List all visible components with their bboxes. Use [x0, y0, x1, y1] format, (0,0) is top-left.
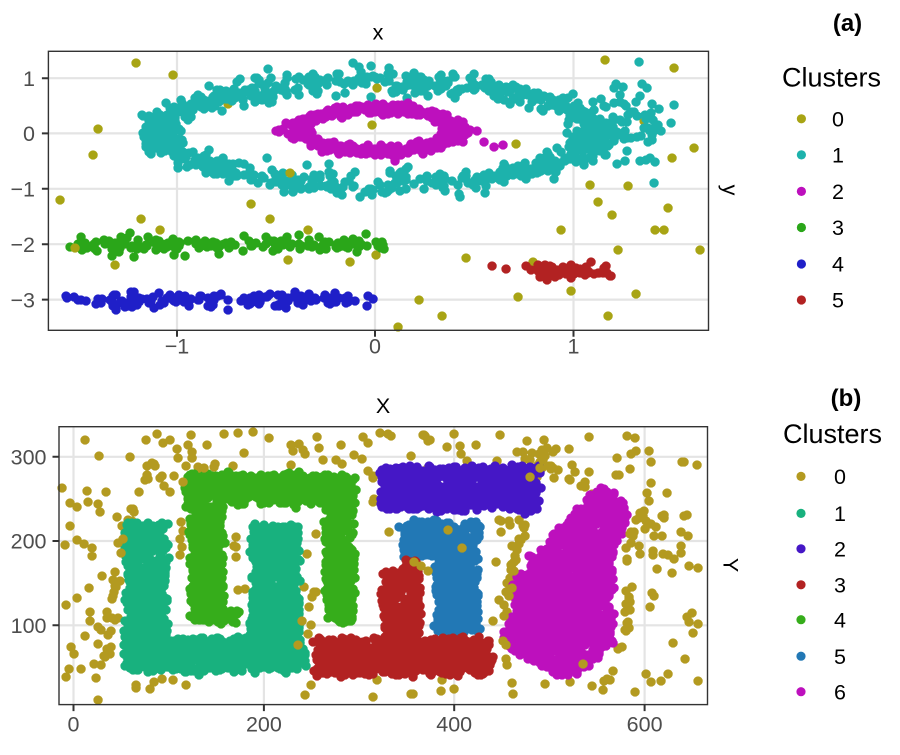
svg-text:x: x [373, 21, 384, 45]
svg-text:5: 5 [834, 645, 846, 669]
svg-text:Clusters: Clusters [783, 419, 882, 449]
svg-text:400: 400 [436, 713, 472, 737]
svg-text:200: 200 [246, 713, 282, 737]
svg-text:5: 5 [832, 289, 844, 313]
svg-text:−2: −2 [10, 233, 35, 257]
svg-text:1: 1 [23, 67, 35, 91]
svg-text:0: 0 [369, 335, 381, 359]
svg-text:(b): (b) [831, 385, 862, 412]
svg-text:200: 200 [11, 530, 47, 554]
svg-text:3: 3 [834, 574, 846, 598]
svg-text:0: 0 [832, 108, 844, 132]
svg-text:−1: −1 [10, 178, 35, 202]
svg-text:Clusters: Clusters [782, 63, 881, 93]
svg-text:3: 3 [832, 216, 844, 240]
svg-text:−3: −3 [10, 288, 35, 312]
svg-text:6: 6 [834, 680, 846, 704]
svg-text:X: X [376, 394, 390, 418]
svg-text:4: 4 [834, 608, 846, 632]
svg-text:Y: Y [719, 558, 743, 572]
svg-text:4: 4 [832, 253, 844, 277]
svg-text:1: 1 [568, 335, 580, 359]
svg-text:0: 0 [834, 465, 846, 489]
svg-text:2: 2 [832, 180, 844, 204]
svg-text:2: 2 [834, 538, 846, 562]
svg-text:600: 600 [627, 713, 663, 737]
svg-text:−1: −1 [165, 335, 190, 359]
svg-text:(a): (a) [833, 10, 862, 37]
svg-text:300: 300 [11, 446, 47, 470]
svg-text:1: 1 [832, 144, 844, 168]
svg-text:0: 0 [23, 122, 35, 146]
svg-text:1: 1 [834, 502, 846, 526]
svg-text:y: y [718, 185, 742, 196]
svg-text:0: 0 [68, 713, 80, 737]
svg-text:100: 100 [11, 614, 47, 638]
